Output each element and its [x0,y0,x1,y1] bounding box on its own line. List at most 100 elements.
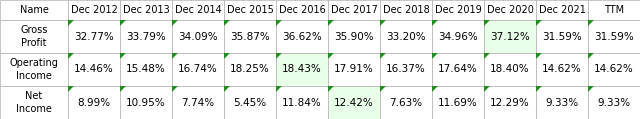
Bar [224,0,276,20]
Polygon shape [432,86,438,92]
Polygon shape [68,53,74,59]
Text: 16.74%: 16.74% [178,64,218,74]
Polygon shape [588,20,594,26]
Polygon shape [224,20,230,26]
Text: Dec 2017: Dec 2017 [331,5,378,15]
Text: Dec 2018: Dec 2018 [383,5,429,15]
Polygon shape [276,86,282,92]
Bar [224,20,276,53]
Bar [588,53,640,86]
Text: 12.42%: 12.42% [334,97,374,107]
Polygon shape [380,20,386,26]
Text: Dec 2014: Dec 2014 [175,5,221,15]
Bar [328,0,380,20]
Bar [536,0,588,20]
Polygon shape [328,20,334,26]
Polygon shape [328,86,334,92]
Text: Dec 2021: Dec 2021 [539,5,586,15]
Text: 7.74%: 7.74% [181,97,214,107]
Text: TTM: TTM [604,5,624,15]
Bar [328,20,380,53]
Polygon shape [276,20,282,26]
Bar [588,0,640,20]
Polygon shape [432,20,438,26]
Text: 15.48%: 15.48% [126,64,166,74]
Text: 18.25%: 18.25% [230,64,270,74]
Polygon shape [224,53,230,59]
Polygon shape [536,20,542,26]
Bar [328,53,380,86]
Text: Dec 2013: Dec 2013 [123,5,170,15]
Bar [432,0,484,20]
Text: 17.91%: 17.91% [334,64,374,74]
Text: 14.62%: 14.62% [594,64,634,74]
Polygon shape [68,86,74,92]
Bar [276,53,328,86]
Text: 32.77%: 32.77% [74,32,114,42]
Bar [432,86,484,119]
Polygon shape [380,86,386,92]
Polygon shape [588,53,594,59]
Text: Dec 2019: Dec 2019 [435,5,481,15]
Polygon shape [484,53,490,59]
Bar [484,20,536,53]
Polygon shape [172,53,178,59]
Text: 9.33%: 9.33% [545,97,579,107]
Bar [120,20,172,53]
Bar [172,53,224,86]
Bar [172,20,224,53]
Text: 8.99%: 8.99% [77,97,111,107]
Bar [380,0,432,20]
Text: 35.87%: 35.87% [230,32,270,42]
Text: 12.29%: 12.29% [490,97,530,107]
Bar [536,20,588,53]
Polygon shape [484,20,490,26]
Text: 31.59%: 31.59% [594,32,634,42]
Text: 11.69%: 11.69% [438,97,478,107]
Text: 31.59%: 31.59% [542,32,582,42]
Text: 5.45%: 5.45% [234,97,267,107]
Text: 14.62%: 14.62% [542,64,582,74]
Text: 16.37%: 16.37% [386,64,426,74]
Bar [588,20,640,53]
Bar [484,86,536,119]
Polygon shape [68,20,74,26]
Text: 11.84%: 11.84% [282,97,322,107]
Polygon shape [536,53,542,59]
Polygon shape [172,20,178,26]
Polygon shape [172,86,178,92]
Bar [432,20,484,53]
Polygon shape [328,53,334,59]
Text: Operating
Income: Operating Income [10,58,58,81]
Bar [120,86,172,119]
Polygon shape [536,86,542,92]
Bar [68,53,120,86]
Text: Name: Name [20,5,49,15]
Text: 34.96%: 34.96% [438,32,478,42]
Polygon shape [432,53,438,59]
Bar [120,0,172,20]
Text: Gross
Profit: Gross Profit [20,25,48,48]
Bar [68,0,120,20]
Bar [276,20,328,53]
Bar [380,86,432,119]
Text: Dec 2015: Dec 2015 [227,5,273,15]
Polygon shape [120,86,126,92]
Text: 35.90%: 35.90% [334,32,374,42]
Text: 7.63%: 7.63% [389,97,422,107]
Text: Dec 2016: Dec 2016 [278,5,325,15]
Polygon shape [588,86,594,92]
Text: 10.95%: 10.95% [126,97,166,107]
Bar [172,0,224,20]
Bar [484,53,536,86]
Bar [0,53,68,86]
Bar [0,20,68,53]
Polygon shape [276,53,282,59]
Bar [588,86,640,119]
Bar [380,53,432,86]
Text: Dec 2020: Dec 2020 [486,5,533,15]
Polygon shape [120,20,126,26]
Bar [224,86,276,119]
Polygon shape [120,53,126,59]
Text: 33.79%: 33.79% [126,32,166,42]
